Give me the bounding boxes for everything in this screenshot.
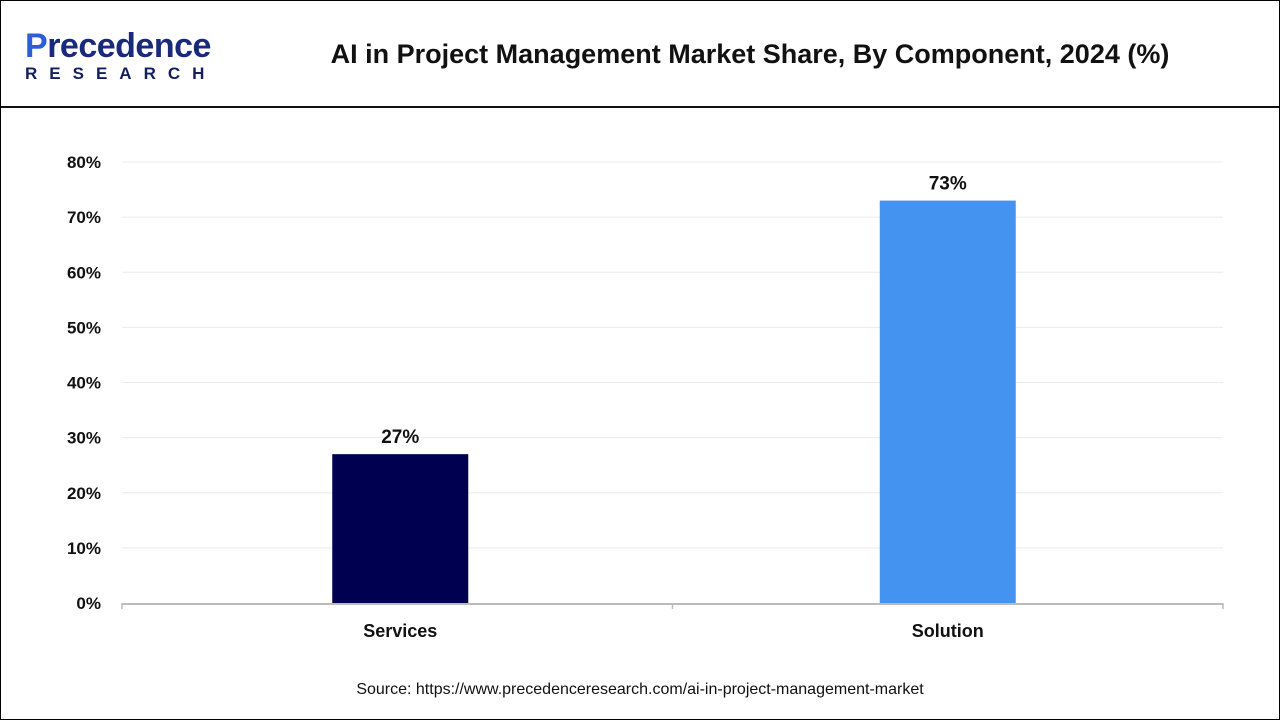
precedence-research-logo: Precedence RESEARCH <box>25 27 217 83</box>
x-tick-label: Services <box>363 621 437 641</box>
y-tick-label: 0% <box>76 594 101 613</box>
y-tick-label: 20% <box>67 484 101 503</box>
source-note: Source: https://www.precedenceresearch.c… <box>356 681 924 698</box>
header: Precedence RESEARCH AI in Project Manage… <box>1 1 1279 108</box>
x-tick-label: Solution <box>912 621 984 641</box>
data-label: 73% <box>929 174 967 195</box>
y-tick-label: 30% <box>67 429 101 448</box>
y-tick-label: 60% <box>67 263 101 282</box>
data-label: 27% <box>381 427 419 448</box>
y-tick-label: 10% <box>67 539 101 558</box>
chart-title: AI in Project Management Market Share, B… <box>330 39 1170 69</box>
y-tick-label: 70% <box>67 208 101 227</box>
y-tick-label: 50% <box>67 318 101 337</box>
bar-solution <box>879 200 1016 603</box>
bar-services <box>332 454 469 603</box>
y-tick-label: 80% <box>67 153 101 172</box>
y-tick-label: 40% <box>67 374 101 393</box>
